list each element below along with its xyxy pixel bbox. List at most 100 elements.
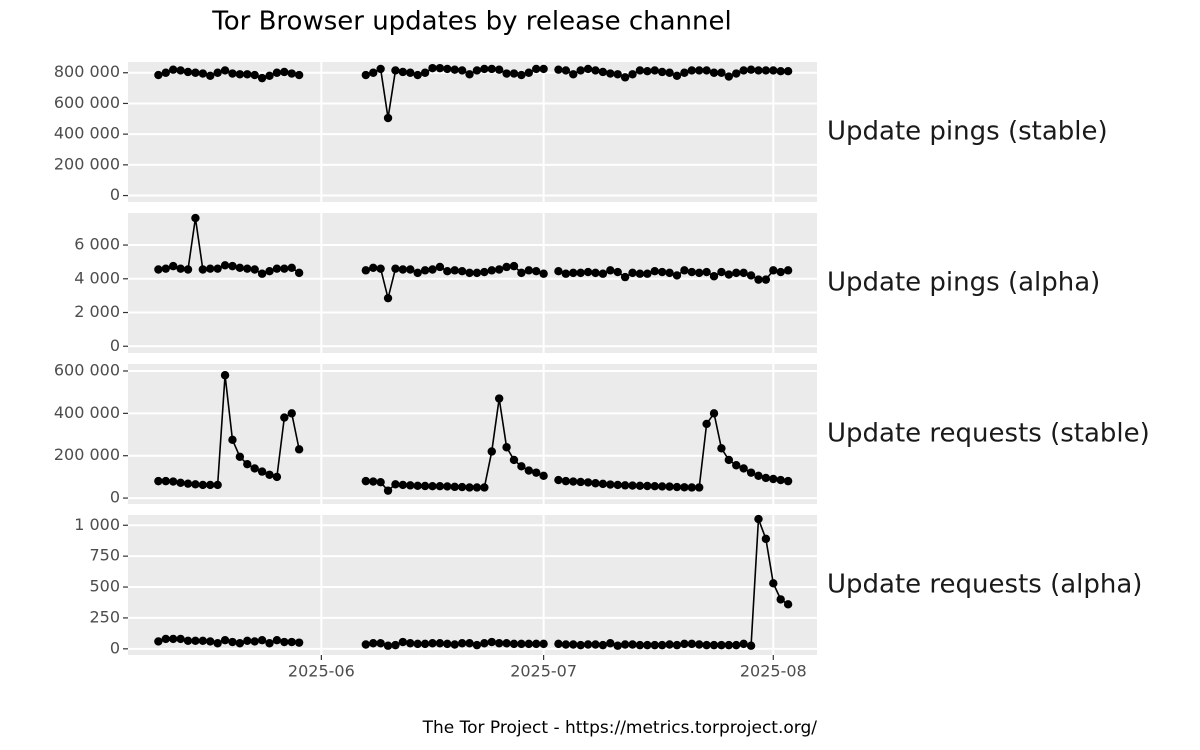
y-tick-label: 1 000 (74, 515, 120, 534)
strip-label: Update requests (alpha) (827, 570, 1142, 600)
point (243, 459, 252, 469)
point (494, 65, 504, 74)
point (591, 640, 600, 649)
point (717, 267, 726, 277)
point (509, 639, 519, 649)
point (398, 67, 408, 77)
point (569, 268, 578, 278)
point (769, 474, 778, 484)
point (680, 68, 689, 77)
point (487, 266, 496, 275)
point (294, 638, 304, 647)
point (687, 267, 696, 277)
point (480, 64, 489, 74)
point (183, 479, 193, 488)
point (620, 640, 630, 649)
point (643, 481, 652, 491)
point (776, 67, 785, 76)
point (606, 480, 615, 489)
point (420, 481, 430, 491)
point (280, 264, 289, 273)
point (265, 71, 274, 81)
point (606, 639, 615, 648)
point (243, 70, 252, 79)
y-tick-label: 400 000 (54, 124, 120, 143)
point (576, 640, 585, 650)
point (613, 70, 622, 79)
y-tick-label: 400 000 (54, 403, 120, 422)
point (154, 476, 163, 486)
point (272, 472, 282, 482)
point (191, 480, 200, 489)
point (687, 483, 696, 492)
point (213, 480, 222, 490)
strip-label: Update requests (stable) (827, 419, 1150, 449)
point (517, 639, 526, 649)
point (702, 419, 711, 429)
y-tick-label: 600 000 (54, 93, 120, 112)
y-tick-label: 0 (110, 185, 120, 204)
point (198, 265, 208, 274)
point (628, 70, 637, 79)
point (457, 482, 467, 492)
point (487, 447, 496, 456)
point (635, 66, 645, 75)
point (620, 73, 630, 82)
point (428, 639, 437, 648)
point (369, 639, 378, 648)
point (724, 640, 734, 650)
point (598, 479, 608, 489)
point (183, 636, 193, 645)
x-tick-label: 2025-08 (740, 662, 807, 681)
point (561, 66, 571, 75)
point (198, 636, 208, 645)
point (154, 637, 163, 646)
point (724, 270, 734, 279)
point (435, 63, 445, 73)
point (680, 266, 689, 275)
point (665, 68, 674, 77)
point (250, 70, 259, 80)
chart-title: Tor Browser updates by release channel (211, 7, 731, 37)
strip-label: Update pings (stable) (827, 117, 1108, 147)
point (532, 64, 541, 74)
point (620, 272, 630, 282)
point (724, 455, 734, 465)
point (539, 64, 548, 74)
point (154, 265, 163, 274)
point (746, 641, 756, 650)
point (161, 476, 170, 486)
point (494, 265, 504, 274)
point (776, 595, 785, 604)
point (583, 64, 593, 74)
point (287, 263, 296, 273)
point (598, 269, 608, 278)
point (413, 639, 422, 649)
point (494, 639, 504, 648)
point (383, 113, 393, 123)
point (494, 394, 504, 403)
point (628, 481, 637, 490)
point (391, 480, 400, 489)
point (687, 639, 696, 649)
point (183, 67, 193, 77)
point (576, 66, 585, 75)
point (191, 213, 200, 223)
point (198, 480, 208, 490)
point (443, 266, 452, 276)
point (480, 639, 489, 648)
point (628, 268, 637, 278)
point (761, 534, 771, 544)
point (220, 371, 230, 380)
point (665, 640, 674, 649)
point (532, 639, 541, 649)
point (406, 265, 415, 274)
point (657, 67, 667, 77)
y-tick-label: 800 000 (54, 62, 120, 81)
point (783, 600, 793, 609)
point (361, 266, 371, 275)
panel-background (128, 213, 817, 353)
y-tick-label: 0 (110, 488, 120, 507)
point (709, 409, 719, 418)
point (472, 268, 482, 278)
